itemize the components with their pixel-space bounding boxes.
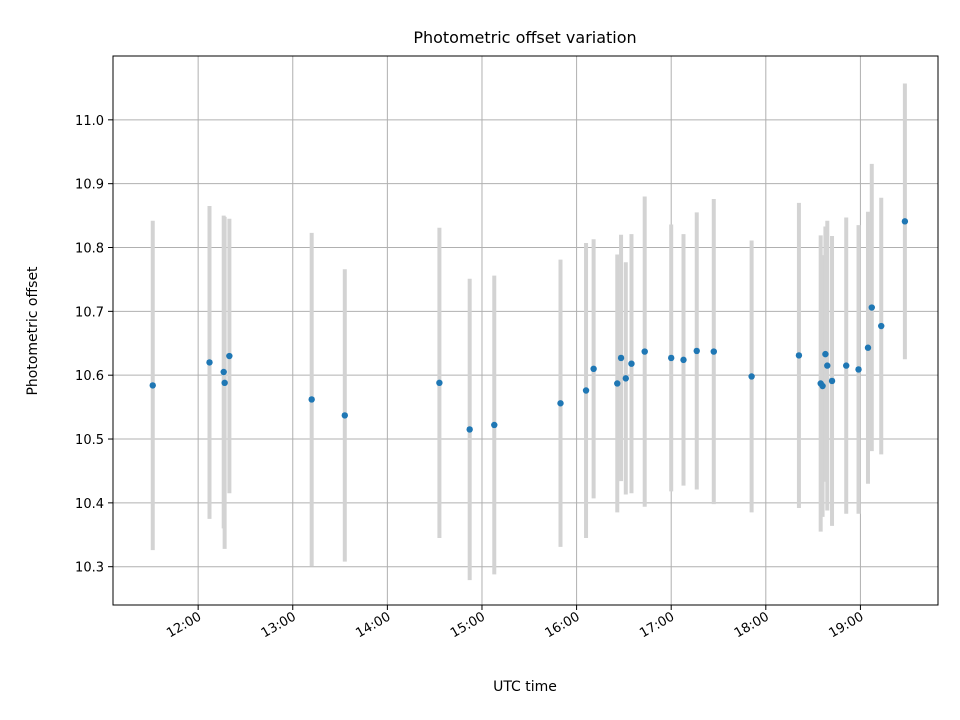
y-tick-label: 11.0 [75,114,104,129]
point-layer [149,218,909,433]
data-point [824,362,831,369]
data-point [622,375,629,382]
data-point [220,368,227,376]
data-point [308,396,315,403]
data-point [436,379,443,387]
data-point [864,344,872,351]
y-tick-label: 10.5 [75,433,104,448]
data-point [855,366,862,373]
data-point [693,347,700,355]
data-point [748,373,755,380]
y-tick-label: 10.7 [75,305,104,320]
y-tick-label: 10.9 [75,178,104,193]
data-point [843,362,850,369]
x-axis-label: UTC time [493,679,557,695]
y-tick-label: 10.6 [75,369,104,384]
data-point [680,356,687,364]
data-point [628,360,635,367]
data-point [491,421,498,429]
data-point [341,412,348,419]
data-point [828,377,836,385]
data-point [819,382,826,390]
y-axis-label: Photometric offset [25,266,41,396]
data-point [221,379,228,387]
data-point [466,426,473,433]
data-point [641,348,648,355]
plot-frame [112,55,939,606]
data-point [590,365,597,373]
data-point [149,382,156,389]
data-point [226,352,233,360]
data-point [557,400,564,407]
data-point [868,304,875,311]
data-point [901,218,909,225]
data-point [710,348,717,355]
y-tick-label: 10.8 [75,242,104,257]
data-point [822,350,829,358]
data-point [206,359,213,366]
data-point [795,352,803,359]
data-point [878,322,885,330]
y-tick-label: 10.3 [75,561,104,576]
data-point [667,354,675,362]
data-point [614,380,621,387]
data-point [582,387,590,394]
y-tick-label: 10.4 [75,497,104,512]
data-point [617,354,625,362]
chart-title: Photometric offset variation [413,28,636,47]
